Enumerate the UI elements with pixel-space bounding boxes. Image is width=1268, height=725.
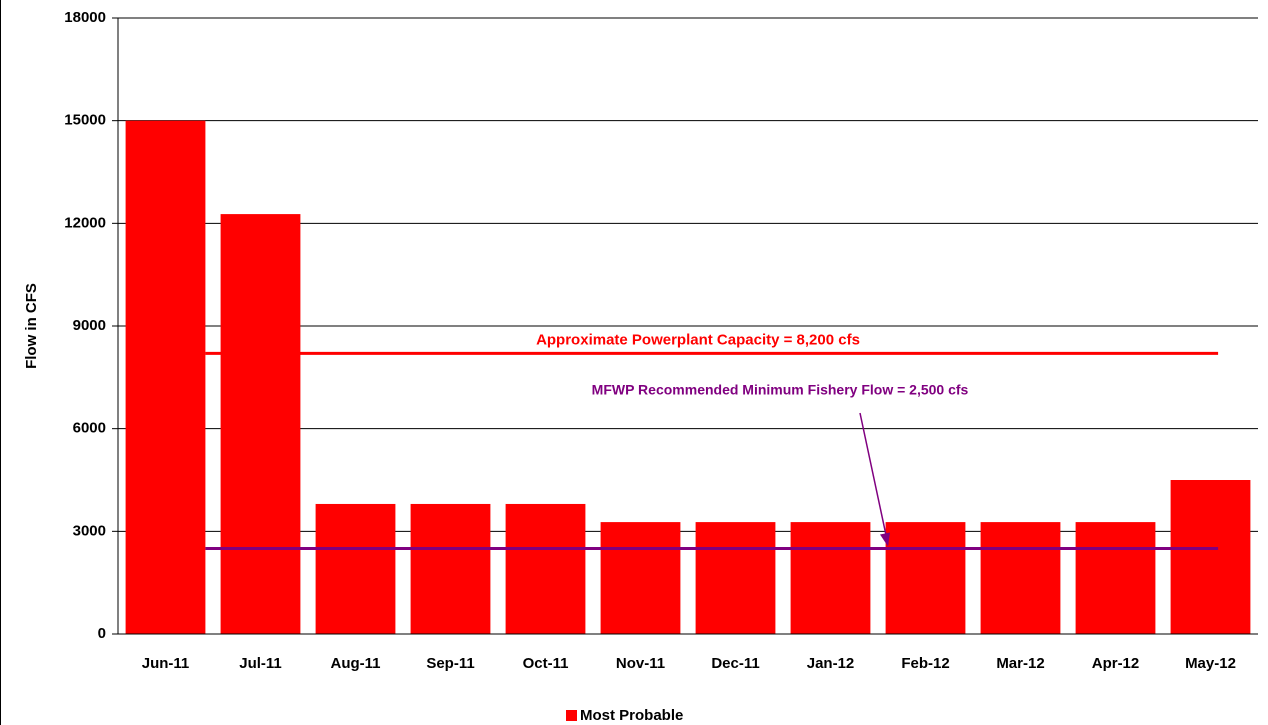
annotation: MFWP Recommended Minimum Fishery Flow = … [592,382,969,398]
arrow-head [880,532,890,547]
x-tick-label: Jul-11 [239,655,282,672]
y-tick-label: 0 [98,625,106,642]
x-tick-label: Jan-12 [807,655,855,672]
annotation: Approximate Powerplant Capacity = 8,200 … [536,331,860,348]
x-tick-label: Nov-11 [616,655,665,672]
bar [1170,480,1251,634]
y-tick-label: 3000 [73,522,106,539]
x-tick-label: Feb-12 [901,655,949,672]
x-tick-label: May-12 [1185,655,1236,672]
y-tick-label: 15000 [64,112,106,129]
legend-label: Most Probable [580,707,683,724]
bar [980,522,1061,634]
bar [220,214,301,635]
annotation-arrow [859,412,889,545]
x-tick-label: Apr-12 [1092,655,1140,672]
y-tick-label: 9000 [73,317,106,334]
bar [695,522,776,634]
x-tick-label: Oct-11 [523,655,569,672]
x-tick-label: Aug-11 [330,655,380,672]
x-tick-label: Mar-12 [996,655,1044,672]
bar [600,522,681,634]
bar [885,522,966,634]
bar [1075,522,1156,634]
x-tick-label: Jun-11 [142,655,190,672]
bar [125,120,206,634]
bar [505,503,586,634]
bar [315,503,396,634]
bar [790,522,871,634]
y-tick-label: 6000 [73,420,106,437]
x-tick-label: Dec-11 [711,655,759,672]
y-axis-label: Flow in CFS [23,283,40,369]
legend-swatch [566,710,577,721]
y-tick-label: 18000 [64,9,106,26]
bar [410,503,491,634]
x-tick-label: Sep-11 [426,655,474,672]
y-tick-label: 12000 [64,214,106,231]
